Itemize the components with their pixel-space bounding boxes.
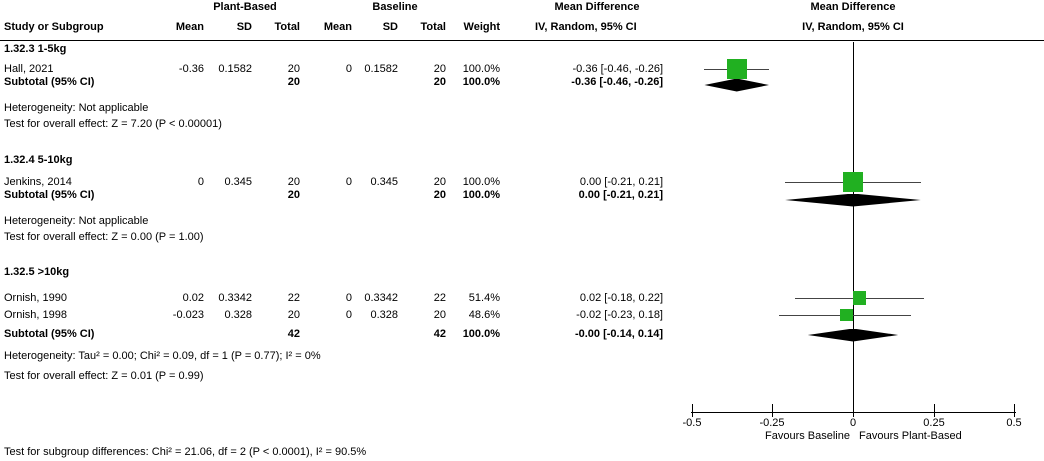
ornish-1990-point-square [852, 291, 867, 305]
subtotal-2-diamond [785, 193, 921, 207]
axis-tick [772, 404, 773, 417]
hall-2021-point-square [726, 59, 747, 79]
axis-tick-label: 0.25 [923, 417, 945, 429]
col-total-plant: Total [274, 21, 300, 33]
col-total-baseline: Total [420, 21, 446, 33]
table-row-hall-2021: Hall, 2021 -0.36 0.1582 20 0 0.1582 20 1… [4, 63, 664, 75]
header-columns-row: Study or Subgroup Mean SD Total Mean SD … [0, 21, 1044, 34]
overall-effect-line: Test for overall effect: Z = 0.01 (P = 0… [4, 370, 204, 382]
header-group-row: Plant-Based Baseline Mean Difference Mea… [0, 1, 1044, 14]
subgroup-label: 1.32.5 >10kg [4, 266, 70, 278]
col-iv-random-text: IV, Random, 95% CI [535, 21, 637, 33]
subtotal-row: Subtotal (95% CI) 20 20 100.0% 0.00 [-0.… [4, 189, 663, 201]
ci-text: 0.00 [-0.21, 0.21] [578, 189, 663, 201]
table-row-jenkins-2014: Jenkins, 2014 0 0.345 20 0 0.345 20 100.… [4, 176, 663, 188]
subtotal-3-diamond [807, 328, 899, 342]
axis-tick-label: 0 [849, 417, 857, 429]
overall-effect-line: Test for overall effect: Z = 0.00 (P = 1… [4, 231, 204, 243]
ci-text: 0.00 [-0.21, 0.21] [579, 176, 663, 188]
study-name: Hall, 2021 [4, 63, 54, 75]
ci-text: 0.02 [-0.18, 0.22] [579, 292, 663, 304]
study-name: Ornish, 1990 [4, 292, 67, 304]
table-row-ornish-1990: Ornish, 1990 0.02 0.3342 22 0 0.3342 22 … [4, 292, 663, 304]
col-sd-baseline: SD [382, 21, 398, 33]
axis-tick [853, 404, 854, 417]
axis-tick [1014, 404, 1015, 417]
group-header-plant-based: Plant-Based [213, 1, 277, 13]
favours-right-label: Favours Plant-Based [859, 430, 962, 442]
col-iv-random-plot: IV, Random, 95% CI [802, 21, 904, 33]
group-header-baseline: Baseline [372, 1, 418, 13]
ci-text: -0.36 [-0.46, -0.26] [572, 63, 664, 75]
study-name: Ornish, 1998 [4, 309, 67, 321]
axis-tick [692, 404, 693, 417]
col-study-or-subgroup: Study or Subgroup [4, 21, 104, 33]
zero-reference-line [853, 42, 854, 413]
heterogeneity-line: Heterogeneity: Not applicable [4, 215, 149, 227]
overall-effect-line: Test for overall effect: Z = 7.20 (P < 0… [4, 118, 222, 130]
axis-tick-label: 0.5 [1006, 417, 1022, 429]
heterogeneity-line: Heterogeneity: Tau² = 0.00; Chi² = 0.09,… [4, 350, 321, 362]
subgroup-label: 1.32.4 5-10kg [4, 154, 73, 166]
ci-text: -0.00 [-0.14, 0.14] [574, 328, 663, 340]
col-mean-plant: Mean [175, 21, 204, 33]
axis-tick [934, 404, 935, 417]
header-mean-difference-text: Mean Difference [554, 1, 640, 13]
col-sd-plant: SD [236, 21, 252, 33]
header-mean-difference-plot: Mean Difference [810, 1, 896, 13]
study-name: Jenkins, 2014 [4, 176, 72, 188]
ci-text: -0.02 [-0.23, 0.18] [576, 309, 663, 321]
ci-text: -0.36 [-0.46, -0.26] [571, 76, 663, 88]
table-row-ornish-1998: Ornish, 1998 -0.023 0.328 20 0 0.328 20 … [4, 309, 663, 321]
subtotal-row: Subtotal (95% CI) 42 42 100.0% -0.00 [-0… [4, 328, 663, 340]
header-rule [0, 40, 1044, 41]
favours-left-label: Favours Baseline [765, 430, 850, 442]
subtotal-row: Subtotal (95% CI) 20 20 100.0% -0.36 [-0… [4, 76, 663, 88]
axis-tick-label: -0.25 [759, 417, 785, 429]
subgroup-label: 1.32.3 1-5kg [4, 43, 67, 55]
col-weight: Weight [463, 21, 500, 33]
subgroup-differences-line: Test for subgroup differences: Chi² = 21… [4, 446, 367, 458]
jenkins-2014-point-square [843, 172, 863, 192]
axis-tick-label: -0.5 [682, 417, 702, 429]
ornish-1998-point-square [840, 308, 853, 322]
col-mean-baseline: Mean [323, 21, 352, 33]
subtotal-1-diamond [704, 78, 769, 92]
heterogeneity-line: Heterogeneity: Not applicable [4, 102, 149, 114]
